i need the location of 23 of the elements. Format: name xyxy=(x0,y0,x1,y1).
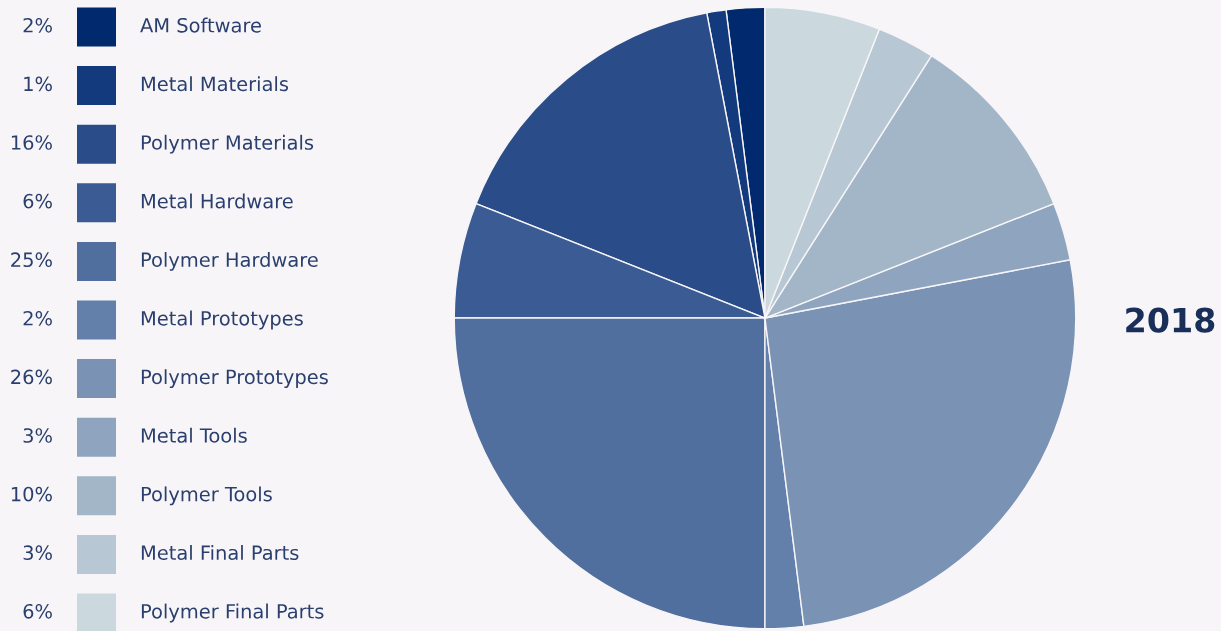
data-label: 6% xyxy=(23,193,52,209)
data-label: 2% xyxy=(23,17,52,33)
data-label: 2% xyxy=(23,310,52,326)
data-label: 6% xyxy=(23,603,52,619)
data-label: 1% xyxy=(24,76,52,92)
legend-label: Polymer Prototypes xyxy=(141,369,328,389)
data-label: 3% xyxy=(23,545,52,561)
text: 2018 xyxy=(1126,307,1215,333)
legend-label: Metal Materials xyxy=(141,76,289,92)
legend-label: Metal Prototypes xyxy=(141,310,303,330)
legend-label: Polymer Final Parts xyxy=(141,603,324,623)
data-label: 10% xyxy=(11,486,52,502)
data-label: 25% xyxy=(11,252,52,268)
legend-label: Polymer Hardware xyxy=(141,251,318,271)
data-label: 26% xyxy=(11,369,52,385)
legend-label: AM Software xyxy=(140,17,261,33)
legend-label: Metal Final Parts xyxy=(141,544,299,561)
legend-label: Metal Hardware xyxy=(141,193,293,209)
legend-label: Polymer Materials xyxy=(141,134,314,154)
data-label: 3% xyxy=(23,428,52,443)
legend-label: Polymer Tools xyxy=(141,486,272,506)
data-label: 16% xyxy=(11,135,52,150)
legend-label: Metal Tools xyxy=(141,427,247,443)
